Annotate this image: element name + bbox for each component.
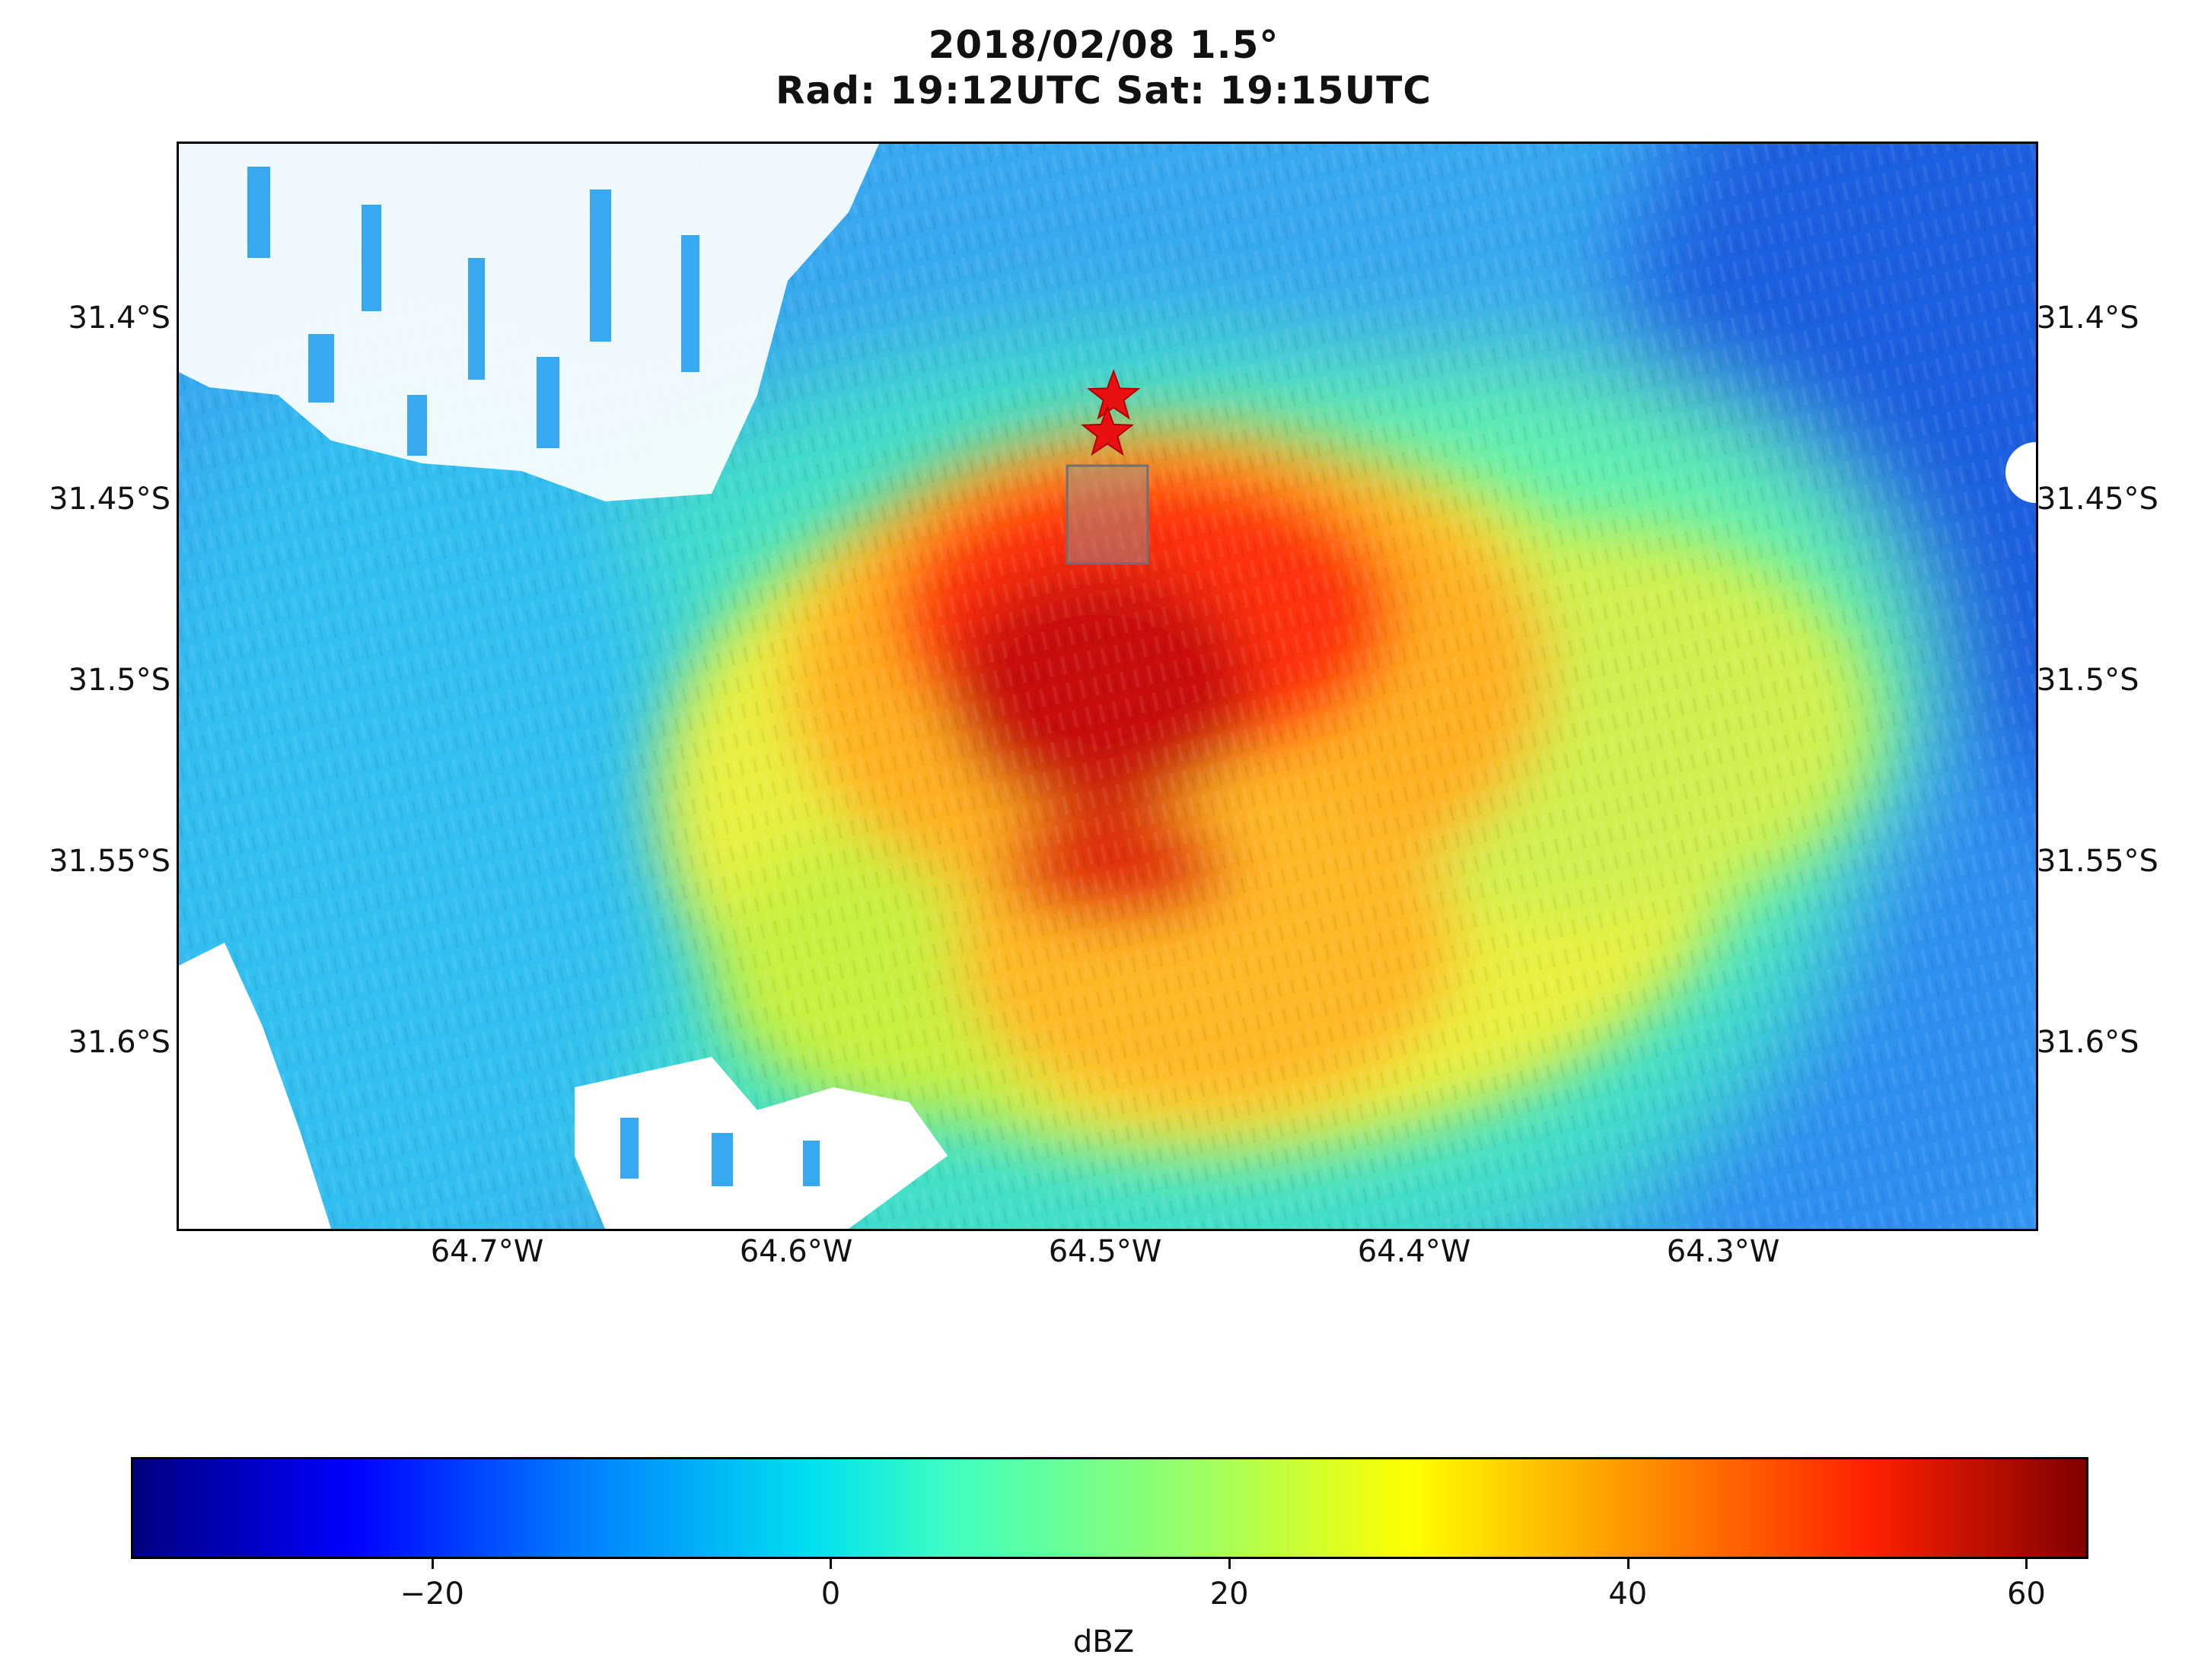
lon-tick-64.7: 64.7°W [430, 1234, 544, 1269]
lat-tick-left-31.55: 31.55°S [49, 844, 170, 879]
no-data-patches [179, 144, 2036, 1229]
lat-tick-right-31.5: 31.5°S [2037, 663, 2139, 698]
lat-tick-left-31.6: 31.6°S [68, 1025, 170, 1060]
star-marker-1 [1087, 368, 1141, 420]
lat-tick-left-31.45: 31.45°S [49, 482, 170, 517]
colorbar-tick-mark [431, 1557, 434, 1569]
colorbar-tick-mark [1228, 1557, 1231, 1569]
colorbar-tick-mark [1626, 1557, 1630, 1569]
radar-field [179, 144, 2036, 1229]
colorbar-tick-label: 20 [1209, 1577, 1249, 1612]
colorbar [131, 1457, 2088, 1559]
lat-tick-left-31.5: 31.5°S [68, 663, 170, 698]
colorbar-tick-label: 40 [1608, 1577, 1648, 1612]
map-title-times: Rad: 19:12UTC Sat: 19:15UTC [775, 68, 1432, 113]
colorbar-tick-mark [2025, 1557, 2028, 1569]
colorbar-label: dBZ [1072, 1624, 1135, 1659]
lat-tick-left-31.4: 31.4°S [68, 301, 170, 336]
lon-tick-64.5: 64.5°W [1048, 1234, 1162, 1269]
lat-tick-right-31.6: 31.6°S [2037, 1025, 2139, 1060]
lat-tick-right-31.4: 31.4°S [2037, 301, 2139, 336]
lon-tick-64.3: 64.3°W [1666, 1234, 1780, 1269]
colorbar-tick-label: 60 [2006, 1577, 2046, 1612]
radar-reflectivity-map [177, 142, 2038, 1231]
map-title-date: 2018/02/08 1.5° [928, 23, 1279, 67]
lat-tick-right-31.55: 31.55°S [2037, 844, 2158, 879]
lon-tick-64.4: 64.4°W [1357, 1234, 1471, 1269]
lon-tick-64.6: 64.6°W [739, 1234, 853, 1269]
star-marker-2 [1080, 405, 1135, 457]
colorbar-tick-label: 0 [820, 1577, 841, 1612]
marker-layer [1080, 368, 1141, 457]
analysis-box [1066, 464, 1149, 565]
colorbar-tick-label: −20 [400, 1577, 464, 1612]
lat-tick-right-31.45: 31.45°S [2037, 482, 2158, 517]
colorbar-tick-mark [830, 1557, 833, 1569]
